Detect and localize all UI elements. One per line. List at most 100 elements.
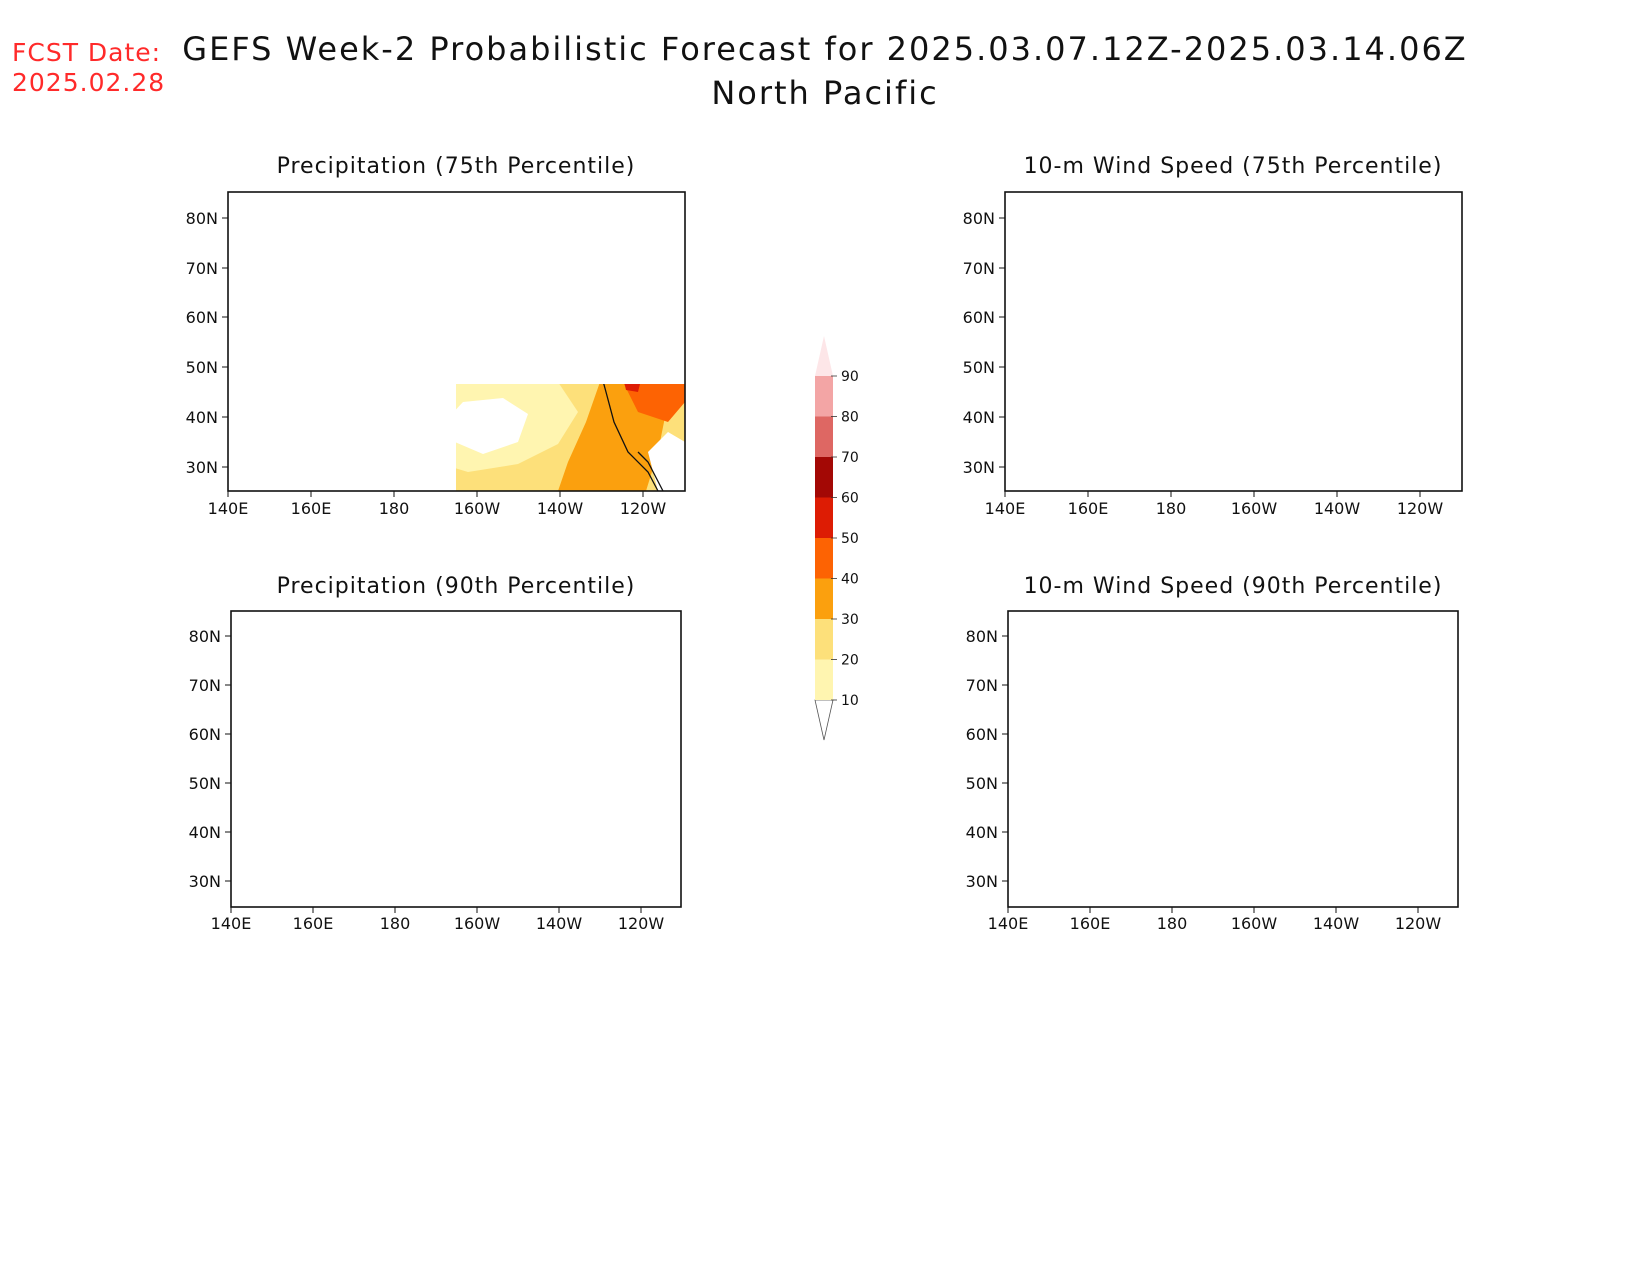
colorbar-swatch-over [815,336,833,376]
region-subtitle: North Pacific [711,74,939,112]
lon-label: 140E [208,499,249,518]
lon-ticks: 140E 160E 180 160W 140W 120W [985,491,1444,518]
lon-label: 160W [454,914,501,933]
panel-title-precip-75: Precipitation (75th Percentile) [277,154,636,179]
wind-90-field [1008,611,1458,907]
lat-label: 50N [963,358,995,377]
panel-precip-90: Precipitation (90th Percentile) [189,574,682,933]
colorbar-swatch-under [814,699,834,741]
lat-label: 60N [189,725,221,744]
colorbar-swatch [815,457,833,498]
lon-ticks: 140E 160E 180 160W 140W 120W [988,907,1442,933]
lat-label: 30N [963,458,995,477]
lon-label: 140W [1314,499,1361,518]
lon-label: 180 [1157,914,1188,933]
panel-wind-90: 10-m Wind Speed (90th Percentile) [966,574,1459,933]
lat-label: 40N [186,408,218,427]
panel-title-wind-75: 10-m Wind Speed (75th Percentile) [1024,154,1443,179]
lat-label: 70N [189,676,221,695]
colorbar-swatch [815,578,833,619]
lat-label: 50N [186,358,218,377]
colorbar-level-label: 90 [841,369,859,385]
lon-label: 160E [1070,914,1111,933]
lat-ticks: 80N 70N 60N 50N 40N 30N [966,627,1008,891]
lat-label: 70N [966,676,998,695]
map-frame [227,191,686,492]
lon-label: 160E [291,499,332,518]
lon-label: 140W [536,914,583,933]
colorbar-level-label: 50 [841,531,859,547]
panel-wind-75: 10-m Wind Speed (75th Percentile) [963,154,1463,518]
colorbar-swatch [815,497,833,538]
colorbar-level-label: 10 [841,693,859,709]
coastline-outline [1005,204,1462,491]
lat-label: 80N [189,627,221,646]
lon-label: 140E [211,914,252,933]
lon-label: 180 [1156,499,1187,518]
colorbar-swatch [815,376,833,417]
lon-label: 180 [380,914,411,933]
lon-label: 160W [454,499,501,518]
lon-label: 160E [293,914,334,933]
lon-label: 160W [1231,914,1278,933]
main-title: GEFS Week-2 Probabilistic Forecast for 2… [182,30,1468,68]
lat-label: 80N [963,209,995,228]
panel-precip-75: Precipitation (75th Percentile) [186,154,686,518]
lat-label: 80N [186,209,218,228]
lon-label: 140E [985,499,1026,518]
lon-ticks: 140E 160E 180 160W 140W 120W [211,907,665,933]
lon-label: 180 [379,499,410,518]
forecast-date-stamp: FCST Date: 2025.02.28 [12,38,165,98]
lat-ticks: 80N 70N 60N 50N 40N 30N [186,209,228,477]
precip-90-field [231,611,681,907]
lat-label: 60N [963,308,995,327]
lat-label: 40N [966,823,998,842]
map-frame [230,610,682,908]
colorbar-level-label: 60 [841,491,859,507]
lat-label: 30N [189,872,221,891]
lat-label: 50N [966,774,998,793]
lon-label: 160E [1068,499,1109,518]
lat-label: 80N [966,627,998,646]
wind-75-field [1005,192,1462,491]
lat-label: 30N [186,458,218,477]
lat-label: 60N [186,308,218,327]
colorbar-swatch [815,619,833,660]
colorbar-legend: 10 20 30 40 50 60 70 80 90 [814,336,859,741]
map-frame [1007,610,1459,908]
panel-title-wind-90: 10-m Wind Speed (90th Percentile) [1024,574,1443,599]
colorbar-labels: 10 20 30 40 50 60 70 80 90 [831,369,859,709]
colorbar-swatch [815,659,833,700]
coastline-outline [603,384,664,492]
colorbar-swatch [815,416,833,457]
lat-label: 40N [963,408,995,427]
coastline-outline [231,623,681,907]
precip-75-field [456,384,685,492]
lon-label: 120W [1395,914,1442,933]
fcst-date-value: 2025.02.28 [12,68,166,97]
colorbar-level-label: 40 [841,572,859,588]
panel-title-precip-90: Precipitation (90th Percentile) [277,574,636,599]
lat-ticks: 80N 70N 60N 50N 40N 30N [963,209,1005,477]
lon-label: 160W [1231,499,1278,518]
colorbar-level-label: 30 [841,612,859,628]
lat-label: 70N [186,259,218,278]
lon-label: 140W [537,499,584,518]
lat-label: 50N [189,774,221,793]
lat-label: 60N [966,725,998,744]
lat-ticks: 80N 70N 60N 50N 40N 30N [189,627,231,891]
map-frame [1004,191,1463,492]
lon-label: 140E [988,914,1029,933]
colorbar-level-label: 20 [841,653,859,669]
lon-label: 120W [618,914,665,933]
colorbar-level-label: 80 [841,410,859,426]
colorbar-level-label: 70 [841,450,859,466]
lon-label: 140W [1313,914,1360,933]
colorbar-swatches [814,336,834,741]
coastline-outline [1008,623,1458,907]
lon-label: 120W [620,499,667,518]
lat-label: 30N [966,872,998,891]
lon-label: 120W [1397,499,1444,518]
lat-label: 40N [189,823,221,842]
